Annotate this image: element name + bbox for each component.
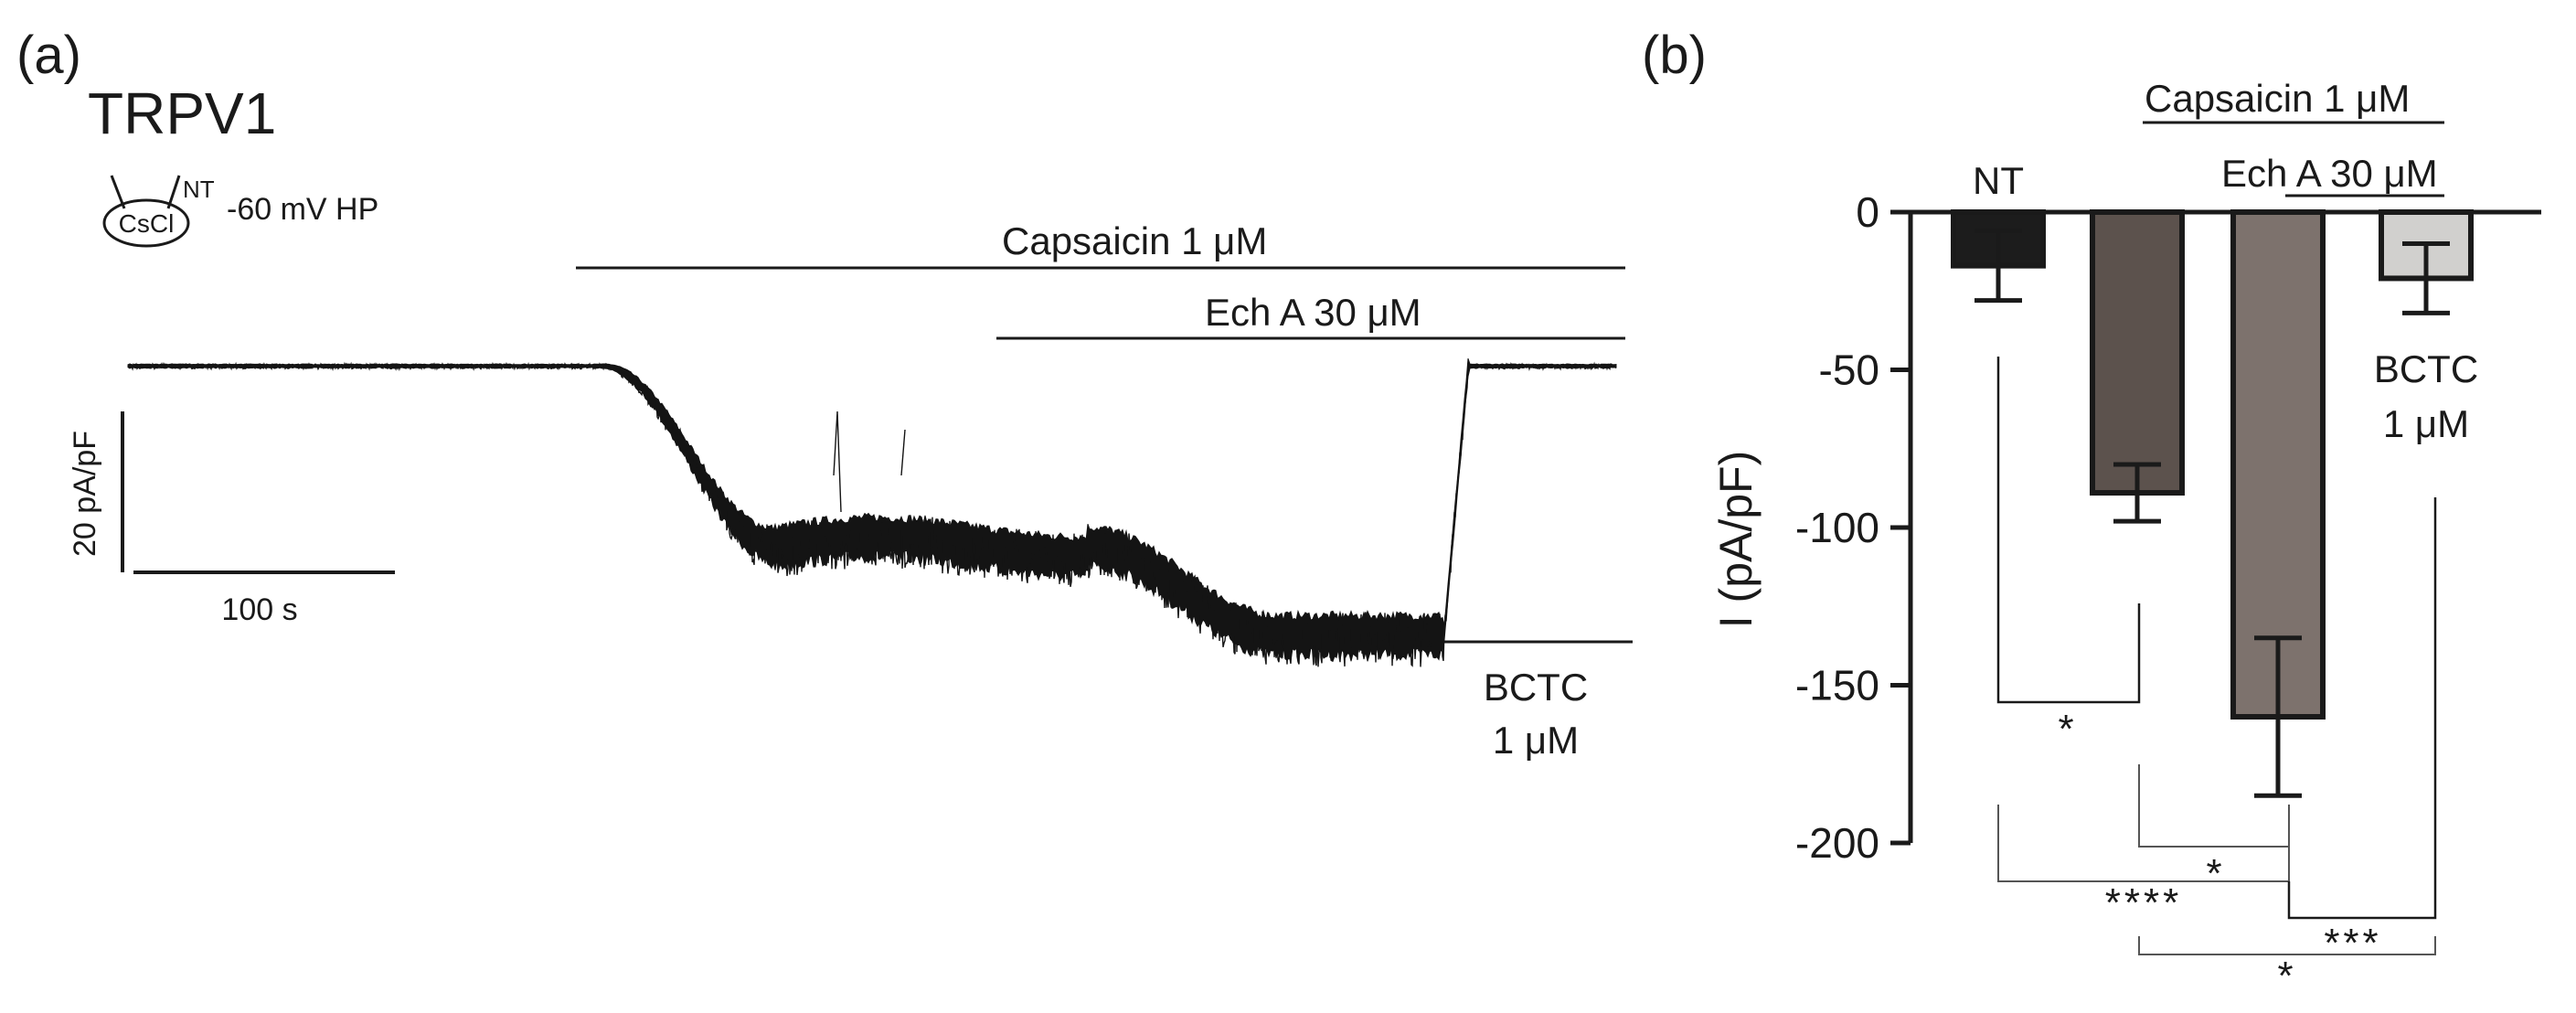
echa-label-b: Ech A 30 μM [2221,152,2438,195]
y-tick-label: 0 [1856,188,1879,236]
panel-b-label: (b) [1642,26,1707,85]
y-tick-label: -150 [1795,662,1879,709]
significance-bracket [1996,357,2141,704]
panel-a-title: TRPV1 [88,80,276,146]
holding-potential-label: -60 mV HP [227,192,378,227]
significance-bracket [2287,497,2437,920]
panel-a: (a) TRPV1 CsCl NT -60 mV HP Capsaicin 1 … [16,26,1633,762]
pipette-icon: CsCl [102,175,190,248]
y-tick-label: -100 [1795,504,1879,551]
y-tick-label: -50 [1819,347,1879,394]
significance-label: * [2058,707,2077,752]
y-tick-label: -200 [1795,819,1879,867]
significance-bracket [1997,805,2290,882]
scale-bar-y-label: 20 pA/pF [68,431,102,557]
nt-label: NT [183,176,215,203]
significance-label: **** [2105,880,2183,925]
significance-bracket [2138,764,2290,848]
significance-label: *** [2324,921,2381,965]
significance-bracket [2138,936,2436,955]
scale-bar-x-label: 100 s [221,592,297,627]
panel-b: (b) Capsaicin 1 μM Ech A 30 μM NT BCTC 1… [1642,26,2541,998]
current-trace-band [127,357,1617,663]
current-trace-noise [127,361,1617,667]
nt-bar-label: NT [1973,159,2024,202]
pipette-solution-label: CsCl [119,209,175,238]
bar [2090,209,2185,496]
bctc-bar-label-line2: 1 μM [2383,402,2469,445]
capsaicin-label-b: Capsaicin 1 μM [2145,77,2410,120]
capsaicin-label: Capsaicin 1 μM [1002,219,1267,262]
panel-a-label: (a) [16,26,81,85]
bctc-bar-label-line1: BCTC [2374,347,2478,390]
y-axis-label: I (pA/pF) [1710,451,1762,628]
significance-label: * [2206,851,2225,896]
bctc-label-line2: 1 μM [1493,719,1579,762]
bctc-label-line1: BCTC [1484,666,1588,709]
echa-label: Ech A 30 μM [1205,291,1421,334]
significance-label: * [2277,954,2296,998]
